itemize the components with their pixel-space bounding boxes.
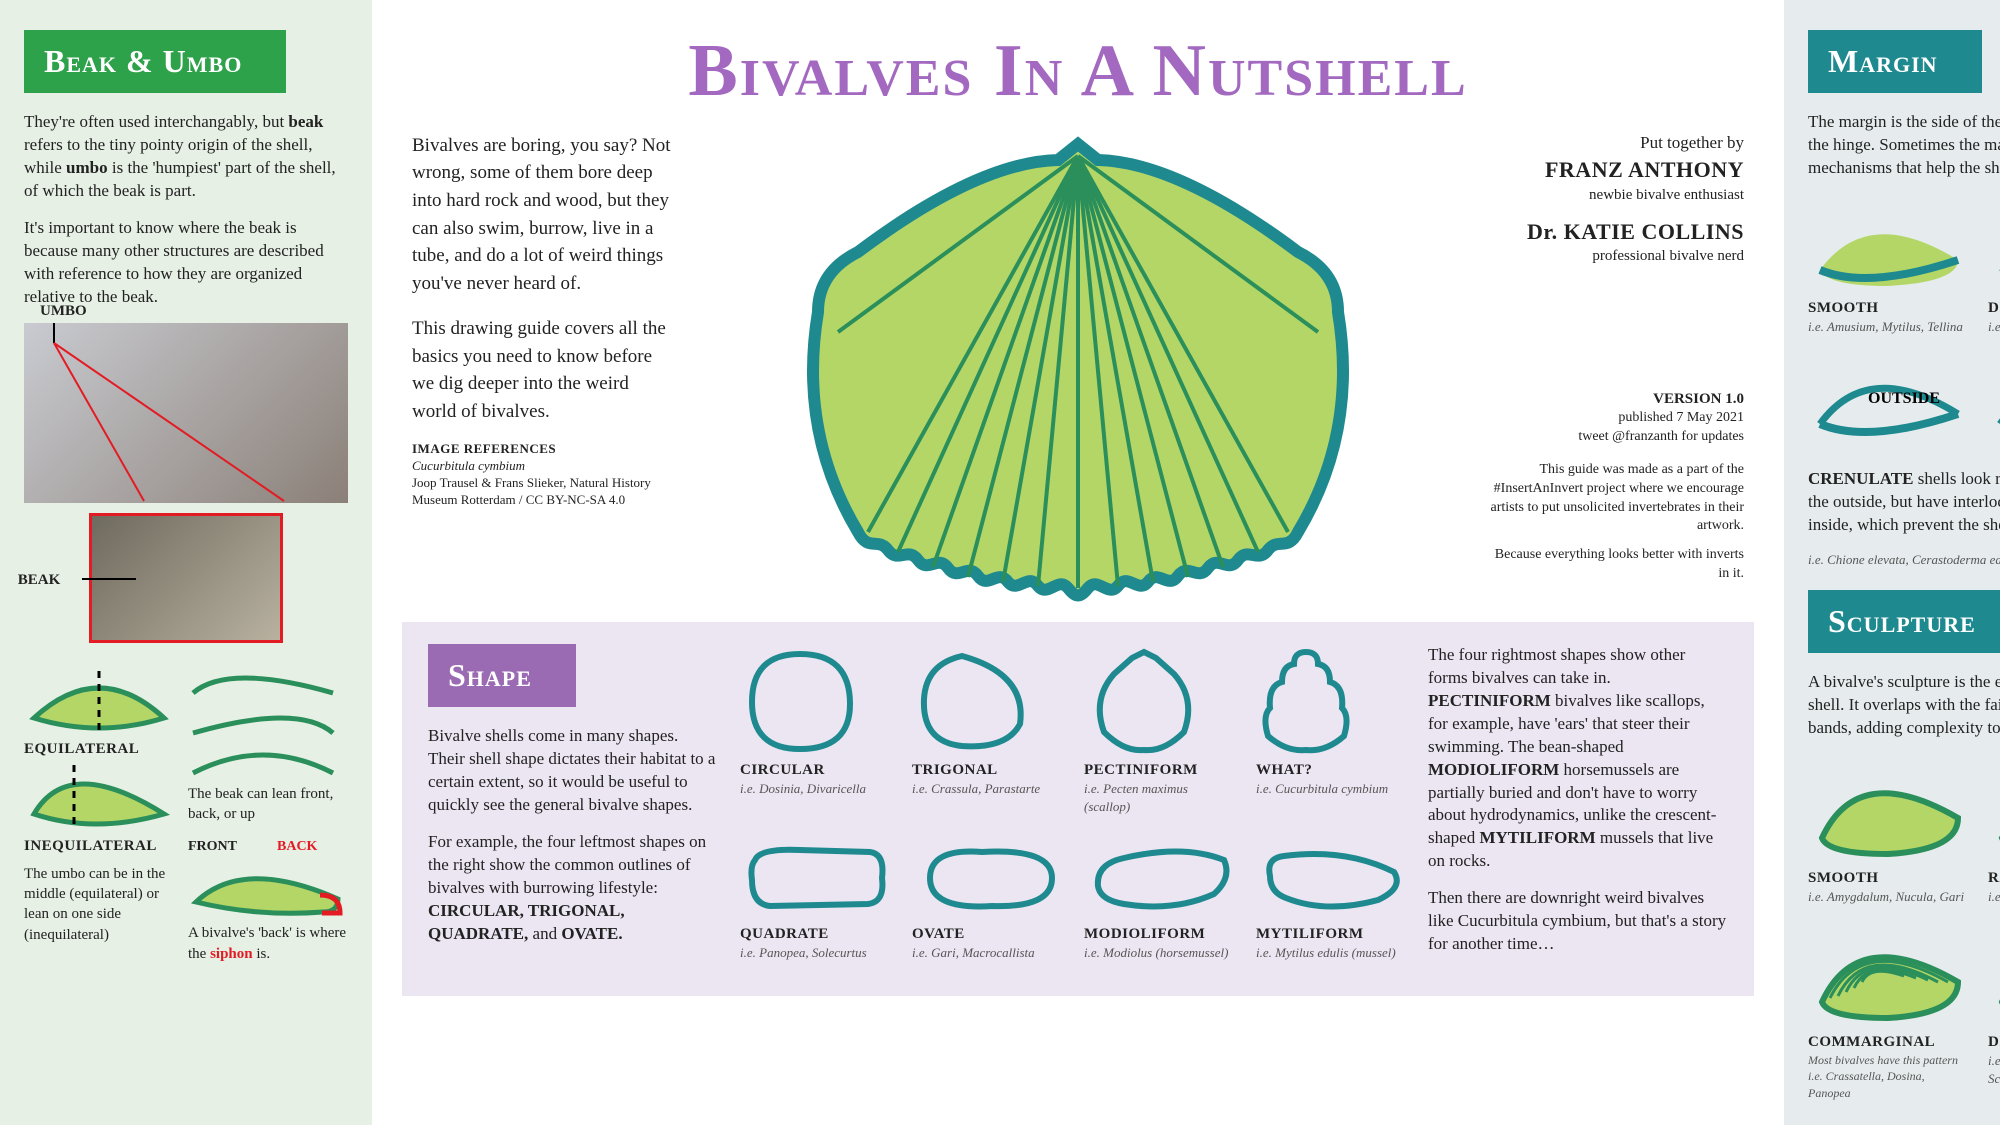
shape-section: Shape Bivalve shells come in many shapes… [402, 622, 1754, 996]
main-title: Bivalves In A Nutshell [372, 22, 1784, 122]
equilateral-diagram: EQUILATERAL INEQUILATERAL The umbo can b… [24, 663, 174, 959]
sculpture-radial: RADIALi.e. Acharax, Pecten, Cardita [1988, 754, 2000, 906]
shape-trigonal: TRIGONALi.e. Crassula, Parastarte [912, 644, 1062, 824]
shape-mytiliform: MYTILIFORMi.e. Mytilus edulis (mussel) [1256, 838, 1406, 970]
margin-digitate: DIGITATE/BUMPYi.e. Lopha, Cardium costat… [1988, 194, 2000, 336]
shape-what: WHAT?i.e. Cucurbitula cymbium [1256, 644, 1406, 824]
hero-intro: Bivalves are boring, you say? Not wrong,… [412, 132, 672, 602]
lean-diagram: The beak can lean front, back, or up FRO… [188, 663, 348, 964]
right-column: Margin The margin is the side of the she… [1784, 0, 2000, 1125]
hero-credits: Put together by FRANZ ANTHONY newbie biv… [1484, 132, 1744, 602]
sculpture-commarginal: COMMARGINALMost bivalves have this patte… [1808, 918, 1968, 1101]
shape-pectiniform: PECTINIFORMi.e. Pecten maximus (scallop) [1084, 644, 1234, 824]
shape-modioliform: MODIOLIFORMi.e. Modiolus (horsemussel) [1084, 838, 1234, 970]
beak-label: BEAK [18, 570, 61, 590]
center-column: Bivalves In A Nutshell Bivalves are bori… [372, 0, 1784, 1125]
svg-text:OUTSIDE: OUTSIDE [1868, 390, 1940, 407]
margin-grid: SMOOTHi.e. Amusium, Mytilus, Tellina DIG… [1808, 194, 2000, 452]
umbo-label: UMBO [40, 301, 87, 321]
shape-grid: CIRCULARi.e. Dosinia, Divaricella TRIGON… [740, 644, 1406, 970]
sculpture-grid: SMOOTHi.e. Amygdalum, Nucula, Gari RADIA… [1808, 754, 2000, 1101]
sculpture-divariate: DIVARIATEi.e. Divaricella, Truncacila, S… [1988, 918, 2000, 1101]
sculpture-smooth: SMOOTHi.e. Amygdalum, Nucula, Gari [1808, 754, 1968, 906]
shape-heading: Shape [428, 644, 576, 707]
umbo-photo: UMBO [24, 323, 348, 503]
margin-crenulate-outside: OUTSIDE [1808, 348, 1968, 452]
left-column: Beak & Umbo They're often used interchan… [0, 0, 372, 1125]
margin-smooth: SMOOTHi.e. Amusium, Mytilus, Tellina [1808, 194, 1968, 336]
beak-p1: They're often used interchangably, but b… [24, 111, 348, 203]
shape-quadrate: QUADRATEi.e. Panopea, Solecurtus [740, 838, 890, 970]
beak-umbo-heading: Beak & Umbo [24, 30, 286, 93]
image-references: IMAGE REFERENCES Cucurbitula cymbium Joo… [412, 441, 672, 509]
beak-photo-inset: BEAK [89, 513, 283, 643]
sculpture-heading: Sculpture [1808, 590, 2000, 653]
shape-circular: CIRCULARi.e. Dosinia, Divaricella [740, 644, 890, 824]
margin-heading: Margin [1808, 30, 1982, 93]
hero-row: Bivalves are boring, you say? Not wrong,… [372, 132, 1784, 602]
shape-ovate: OVATEi.e. Gari, Macrocallista [912, 838, 1062, 970]
hero-shell-illustration [692, 132, 1464, 602]
shape-outro: The four rightmost shapes show other for… [1428, 644, 1728, 970]
beak-p2: It's important to know where the beak is… [24, 217, 348, 309]
margin-crenulate-inside: INSIDE [1988, 348, 2000, 452]
